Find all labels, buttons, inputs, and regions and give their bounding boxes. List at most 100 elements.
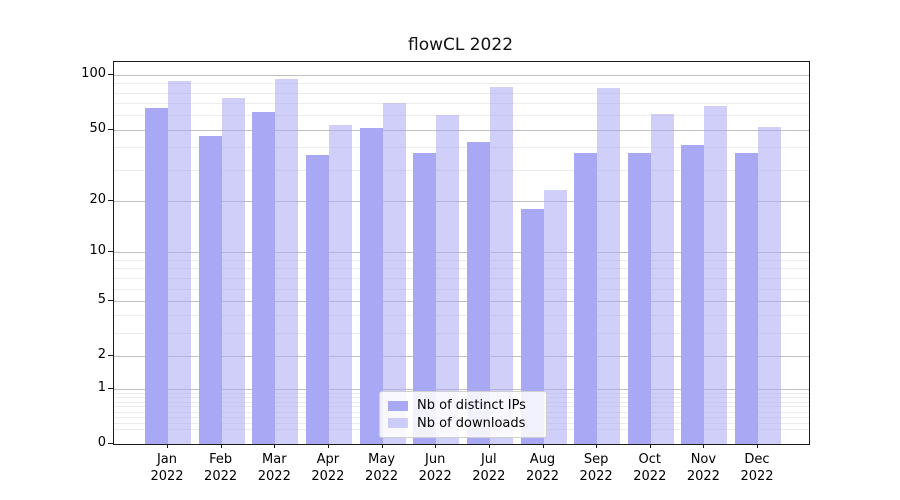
- gridline-minor: [114, 288, 809, 290]
- bar-distinct-ips: [198, 136, 222, 444]
- gridline-major: [114, 300, 809, 302]
- bar-distinct-ips: [681, 145, 705, 444]
- gridline-major: [114, 356, 809, 358]
- legend-swatch-distinct-ips: [388, 400, 408, 411]
- x-tick-month: Oct: [638, 452, 662, 467]
- x-tick-month: Mar: [262, 452, 287, 467]
- bar-downloads: [704, 105, 728, 444]
- y-tick-label: 100: [81, 66, 106, 82]
- bar-distinct-ips: [359, 128, 383, 444]
- y-tick-mark: [108, 387, 113, 389]
- x-tick-label: Apr 2022: [300, 451, 356, 485]
- x-tick-mark: [757, 444, 758, 448]
- bar-distinct-ips: [145, 107, 168, 444]
- x-tick-mark: [596, 444, 598, 448]
- x-tick-year: 2022: [633, 469, 667, 484]
- y-tick-mark: [108, 128, 113, 130]
- x-tick-mark: [542, 444, 544, 448]
- plot-area: [113, 61, 810, 445]
- y-tick-label: 5: [97, 291, 106, 307]
- x-tick-mark: [274, 444, 276, 448]
- y-tick-label: 2: [97, 347, 106, 363]
- gridline-major: [114, 75, 809, 77]
- legend-entry-downloads: Nb of downloads: [388, 416, 538, 431]
- x-tick-month: May: [368, 452, 396, 467]
- x-tick-label: Jul 2022: [461, 451, 517, 485]
- gridline-major: [114, 200, 809, 202]
- gridline-minor: [114, 277, 809, 279]
- x-tick-year: 2022: [740, 469, 774, 484]
- x-tick-mark: [327, 444, 329, 448]
- chart-title: flowCL 2022: [407, 35, 514, 55]
- bar-distinct-ips: [252, 111, 276, 444]
- x-tick-mark: [703, 444, 705, 448]
- x-tick-label: Jun 2022: [407, 451, 463, 485]
- bar-downloads: [543, 190, 567, 444]
- gridline-major: [114, 252, 809, 254]
- x-tick-label: Aug 2022: [515, 451, 571, 485]
- y-tick-label: 1: [97, 379, 106, 395]
- y-tick-mark: [108, 355, 113, 357]
- y-tick-mark: [108, 299, 113, 301]
- x-tick-month: Dec: [744, 452, 770, 467]
- gridline-minor: [114, 115, 809, 117]
- gridline-minor: [114, 103, 809, 105]
- bar-downloads: [758, 126, 781, 444]
- y-tick-label: 0: [97, 435, 106, 450]
- x-tick-month: Feb: [209, 452, 233, 467]
- bar-downloads: [275, 79, 299, 444]
- x-tick-month: Aug: [529, 452, 556, 467]
- gridline-minor: [114, 92, 809, 94]
- bar-downloads: [436, 115, 460, 444]
- x-tick-month: Jul: [480, 452, 497, 467]
- y-tick-label: 10: [89, 243, 106, 259]
- bar-downloads: [382, 103, 406, 444]
- x-tick-year: 2022: [472, 469, 506, 484]
- bar-downloads: [489, 87, 513, 444]
- x-tick-year: 2022: [525, 469, 560, 484]
- x-tick-year: 2022: [311, 469, 345, 484]
- gridline-minor: [114, 83, 809, 85]
- y-tick-mark: [108, 199, 113, 201]
- x-tick-mark: [488, 444, 490, 448]
- x-tick-year: 2022: [686, 469, 720, 484]
- bar-downloads: [597, 88, 621, 444]
- x-tick-month: Jan: [156, 452, 178, 467]
- bar-distinct-ips: [574, 153, 598, 444]
- x-tick-month: Sep: [583, 452, 609, 467]
- legend: Nb of distinct IPs Nb of downloads: [379, 391, 547, 438]
- y-tick-label: 50: [89, 120, 106, 136]
- legend-label-distinct-ips: Nb of distinct IPs: [417, 398, 526, 414]
- gridline-minor: [114, 169, 809, 171]
- bar-downloads: [328, 125, 352, 444]
- x-tick-mark: [167, 444, 168, 448]
- bar-distinct-ips: [305, 155, 329, 444]
- x-tick-mark: [381, 444, 383, 448]
- bar-distinct-ips: [627, 153, 651, 444]
- gridline-major: [114, 129, 809, 131]
- y-tick-mark: [108, 74, 113, 76]
- x-tick-year: 2022: [257, 469, 291, 484]
- x-tick-label: Oct 2022: [622, 451, 678, 485]
- legend-entry-distinct-ips: Nb of distinct IPs: [388, 398, 538, 413]
- y-tick-mark: [108, 443, 113, 444]
- x-tick-label: May 2022: [354, 451, 410, 485]
- gridline-minor: [114, 147, 809, 149]
- x-tick-label: Sep 2022: [568, 451, 624, 485]
- x-tick-label: Mar 2022: [246, 451, 302, 485]
- x-tick-month: Jun: [425, 452, 446, 467]
- legend-swatch-downloads: [388, 418, 408, 429]
- x-tick-mark: [435, 444, 437, 448]
- x-tick-label: Feb 2022: [193, 451, 249, 485]
- x-tick-label: Jan 2022: [139, 451, 195, 485]
- gridline-minor: [114, 333, 809, 335]
- bar-distinct-ips: [520, 208, 544, 444]
- legend-label-downloads: Nb of downloads: [417, 415, 526, 431]
- x-tick-month: Apr: [316, 452, 340, 467]
- gridline-major: [114, 388, 809, 390]
- y-tick-label: 20: [89, 191, 106, 207]
- gridline-minor: [114, 315, 809, 317]
- x-tick-label: Dec 2022: [729, 451, 785, 485]
- bar-downloads: [168, 80, 191, 444]
